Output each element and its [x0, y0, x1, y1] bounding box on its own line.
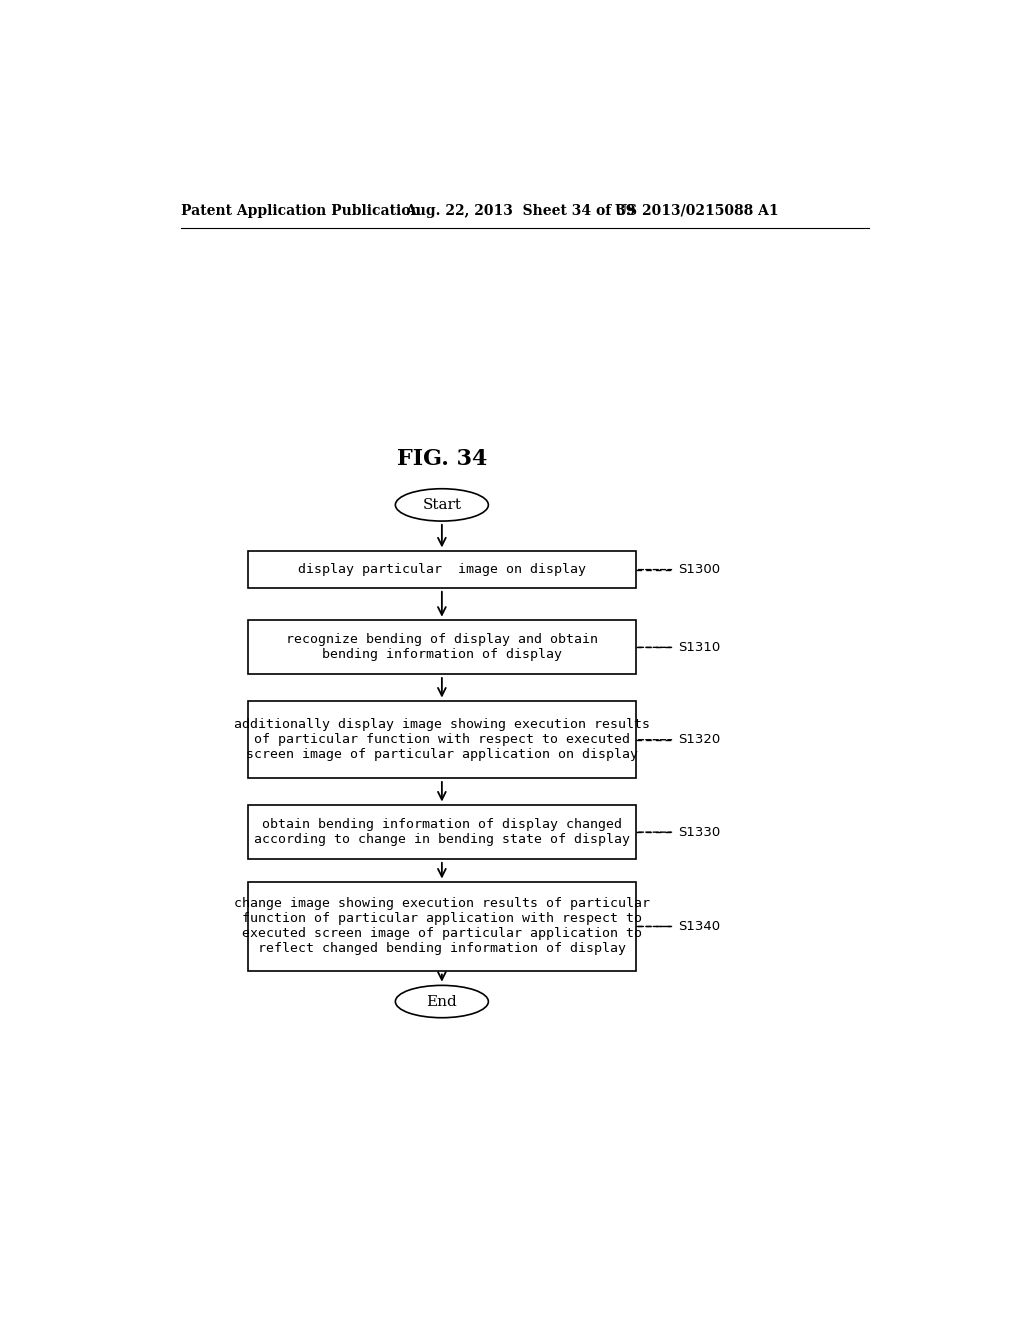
Text: additionally display image showing execution results
of particular function with: additionally display image showing execu… — [233, 718, 650, 762]
FancyBboxPatch shape — [248, 701, 636, 779]
Text: S1320: S1320 — [678, 733, 721, 746]
Text: FIG. 34: FIG. 34 — [396, 447, 487, 470]
Text: Aug. 22, 2013  Sheet 34 of 39: Aug. 22, 2013 Sheet 34 of 39 — [406, 203, 636, 218]
FancyBboxPatch shape — [248, 620, 636, 675]
Text: Patent Application Publication: Patent Application Publication — [180, 203, 420, 218]
Text: End: End — [427, 994, 458, 1008]
Text: S1330: S1330 — [678, 825, 721, 838]
Text: obtain bending information of display changed
according to change in bending sta: obtain bending information of display ch… — [254, 818, 630, 846]
Text: recognize bending of display and obtain
bending information of display: recognize bending of display and obtain … — [286, 634, 598, 661]
Text: S1300: S1300 — [678, 564, 720, 576]
FancyBboxPatch shape — [248, 552, 636, 589]
FancyBboxPatch shape — [248, 805, 636, 859]
Text: Start: Start — [422, 498, 462, 512]
Text: change image showing execution results of particular
function of particular appl: change image showing execution results o… — [233, 898, 650, 956]
Ellipse shape — [395, 488, 488, 521]
Text: display particular  image on display: display particular image on display — [298, 564, 586, 576]
Text: S1310: S1310 — [678, 640, 721, 653]
Text: S1340: S1340 — [678, 920, 720, 933]
Ellipse shape — [395, 985, 488, 1018]
FancyBboxPatch shape — [248, 882, 636, 970]
Text: US 2013/0215088 A1: US 2013/0215088 A1 — [614, 203, 778, 218]
